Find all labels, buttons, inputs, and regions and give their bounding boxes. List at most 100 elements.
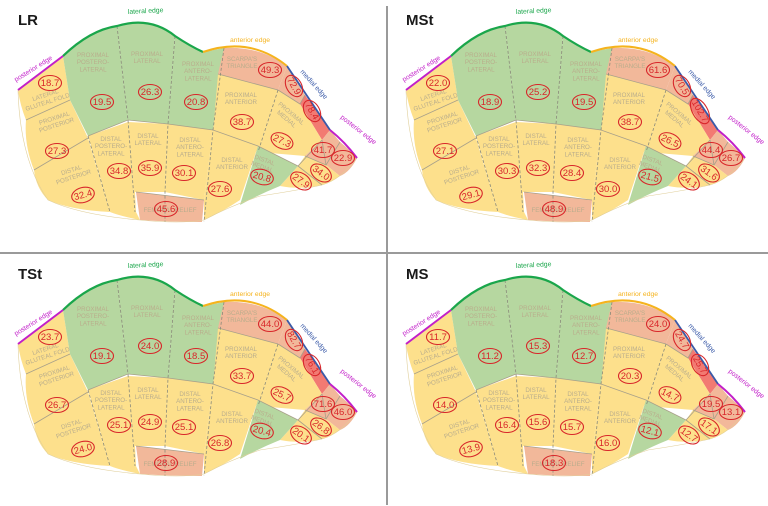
value-distal-postero-lateral: 16.4	[494, 416, 520, 434]
label-distal-postero-lateral: DISTAL POSTERO-LATERAL	[483, 390, 515, 411]
region-distal-medial	[628, 400, 686, 459]
bottom-outline	[405, 343, 746, 477]
region-distal-posterior	[34, 392, 110, 466]
label-distal-antero-lateral: DISTAL ANTERO-LATERAL	[564, 137, 592, 158]
region-proximal-lateral	[505, 276, 563, 378]
svg-text:24.0: 24.0	[141, 341, 160, 352]
region-proximal-medial	[646, 344, 710, 410]
value-lateral-gluteal-fold: 11.7	[425, 328, 451, 346]
value-proximal-posterior: 27.3	[44, 142, 70, 160]
lateral-edge-line	[62, 275, 204, 311]
horizontal-divider	[0, 252, 768, 254]
svg-text:20.8: 20.8	[187, 97, 206, 108]
svg-text:11.7: 11.7	[429, 332, 447, 343]
value-distal-antero-lateral: 15.7	[559, 418, 585, 436]
outline	[17, 21, 358, 223]
label-femoral-relief: FEMORAL RELIEF	[531, 461, 584, 468]
label-proximal-antero-lateral: PROXIMAL ANTERO-LATERAL	[182, 61, 215, 82]
label-proximal-lateral: PROXIMAL LATERAL	[519, 51, 552, 65]
region-distal-lateral-lower	[498, 466, 528, 474]
value-distal-antero-lateral: 30.1	[171, 164, 197, 182]
value-distal-antero-lateral: 28.4	[559, 164, 585, 182]
lateral-edge-line	[450, 21, 592, 57]
posterior-edge-right-line	[329, 383, 358, 413]
bottom-outline	[405, 89, 746, 223]
region-distal-lateral	[516, 376, 556, 466]
region-proximal-posterior	[413, 354, 476, 424]
value-proximal-anterior: 20.3	[617, 367, 643, 385]
region-distal-anterior	[204, 384, 258, 474]
region-proximal-medial	[258, 90, 322, 156]
value-proximal-antero-lateral: 20.8	[183, 93, 209, 111]
posterior-edge-left-line	[405, 55, 452, 91]
value-proximal-lateral: 26.3	[137, 83, 163, 101]
svg-text:19.5: 19.5	[93, 97, 112, 108]
anterior-edge-line	[590, 299, 676, 321]
svg-text:32.4: 32.4	[73, 188, 94, 203]
anterior-edge-label: anterior edge	[230, 291, 270, 298]
value-femoral-relief: 18.3	[541, 454, 567, 472]
region-femoral-relief	[524, 192, 592, 222]
region-proximal-postero-lateral	[63, 26, 128, 136]
region-proximal-antero-lateral	[556, 36, 612, 130]
label-proximal-postero-lateral: PROXIMAL POSTERO-LATERAL	[465, 52, 498, 73]
region-distal-posterior	[422, 138, 498, 212]
anterior-edge-label: anterior edge	[230, 37, 270, 44]
region-distal-posterior	[422, 392, 498, 466]
region-values: 11.7 11.2 15.3 12.7 24.0 24.7 25.7 14.0 …	[425, 315, 744, 472]
svg-text:25.2: 25.2	[529, 87, 548, 98]
value-proximal-medial: 25.7	[270, 386, 294, 404]
value-distal-posterior: 32.4	[71, 186, 95, 204]
region-proximal-anterior	[213, 328, 278, 406]
panel-title: MS	[406, 266, 429, 283]
lateral-edge-line	[450, 275, 592, 311]
label-distal-postero-lateral: DISTAL POSTERO-LATERAL	[95, 390, 127, 411]
svg-text:19.5: 19.5	[575, 97, 594, 108]
pressure-map-panel-tst: TSt	[0, 254, 384, 506]
posterior-edge-left-line	[17, 55, 64, 91]
value-medial-posterior-edge: 22.9	[330, 149, 356, 167]
region-scarpas-triangle	[218, 47, 287, 90]
svg-text:24.9: 24.9	[141, 417, 160, 428]
svg-text:22.9: 22.9	[334, 153, 353, 164]
anterior-edge-line	[202, 299, 288, 321]
region-medial-distal-inner	[298, 156, 340, 185]
bottom-outline	[17, 89, 358, 223]
svg-text:49.3: 49.3	[261, 65, 280, 76]
label-distal-postero-lateral: DISTAL POSTERO-LATERAL	[483, 136, 515, 157]
value-proximal-postero-lateral: 19.1	[89, 347, 115, 365]
region-distal-medial	[628, 146, 686, 205]
svg-text:38.7: 38.7	[621, 117, 640, 128]
region-distal-anterior	[204, 130, 258, 220]
svg-text:34.8: 34.8	[110, 166, 129, 177]
svg-text:16.0: 16.0	[599, 438, 618, 449]
region-proximal-antero-lateral	[168, 36, 224, 130]
dashed-dividers	[475, 25, 667, 223]
value-scarpas-triangle: 44.0	[257, 315, 283, 333]
label-distal-antero-lateral: DISTAL ANTERO-LATERAL	[176, 137, 204, 158]
svg-text:45.6: 45.6	[157, 204, 176, 215]
region-proximal-posterior	[25, 100, 88, 170]
value-medial-posterior-edge: 26.7	[718, 149, 744, 167]
svg-text:15.6: 15.6	[529, 417, 548, 428]
value-medial-posterior-upper: 41.7	[310, 141, 336, 159]
value-proximal-postero-lateral: 19.5	[89, 93, 115, 111]
value-proximal-lateral: 25.2	[525, 83, 551, 101]
region-lateral-gluteal-fold	[406, 56, 458, 120]
region-distal-antero-lateral	[553, 124, 601, 200]
svg-text:33.7: 33.7	[233, 371, 252, 382]
region-distal-antero-lateral	[553, 378, 601, 454]
posterior-edge-right-label: posterior edge	[339, 114, 378, 146]
svg-text:18.5: 18.5	[187, 351, 206, 362]
region-proximal-lateral	[117, 276, 175, 378]
region-distal-lateral	[128, 122, 168, 212]
region-proximal-postero-lateral	[451, 280, 516, 390]
value-femoral-relief: 48.9	[541, 200, 567, 218]
lateral-edge-label: lateral edge	[516, 7, 552, 16]
region-adductor-medial	[688, 349, 718, 394]
value-distal-medial: 20.8	[250, 168, 274, 186]
value-distal-lateral: 32.3	[525, 159, 551, 177]
svg-text:12.1: 12.1	[640, 424, 661, 439]
label-scarpas-triangle: SCARPA'S TRIANGLE	[227, 56, 258, 70]
region-proximal-lateral	[117, 22, 175, 125]
